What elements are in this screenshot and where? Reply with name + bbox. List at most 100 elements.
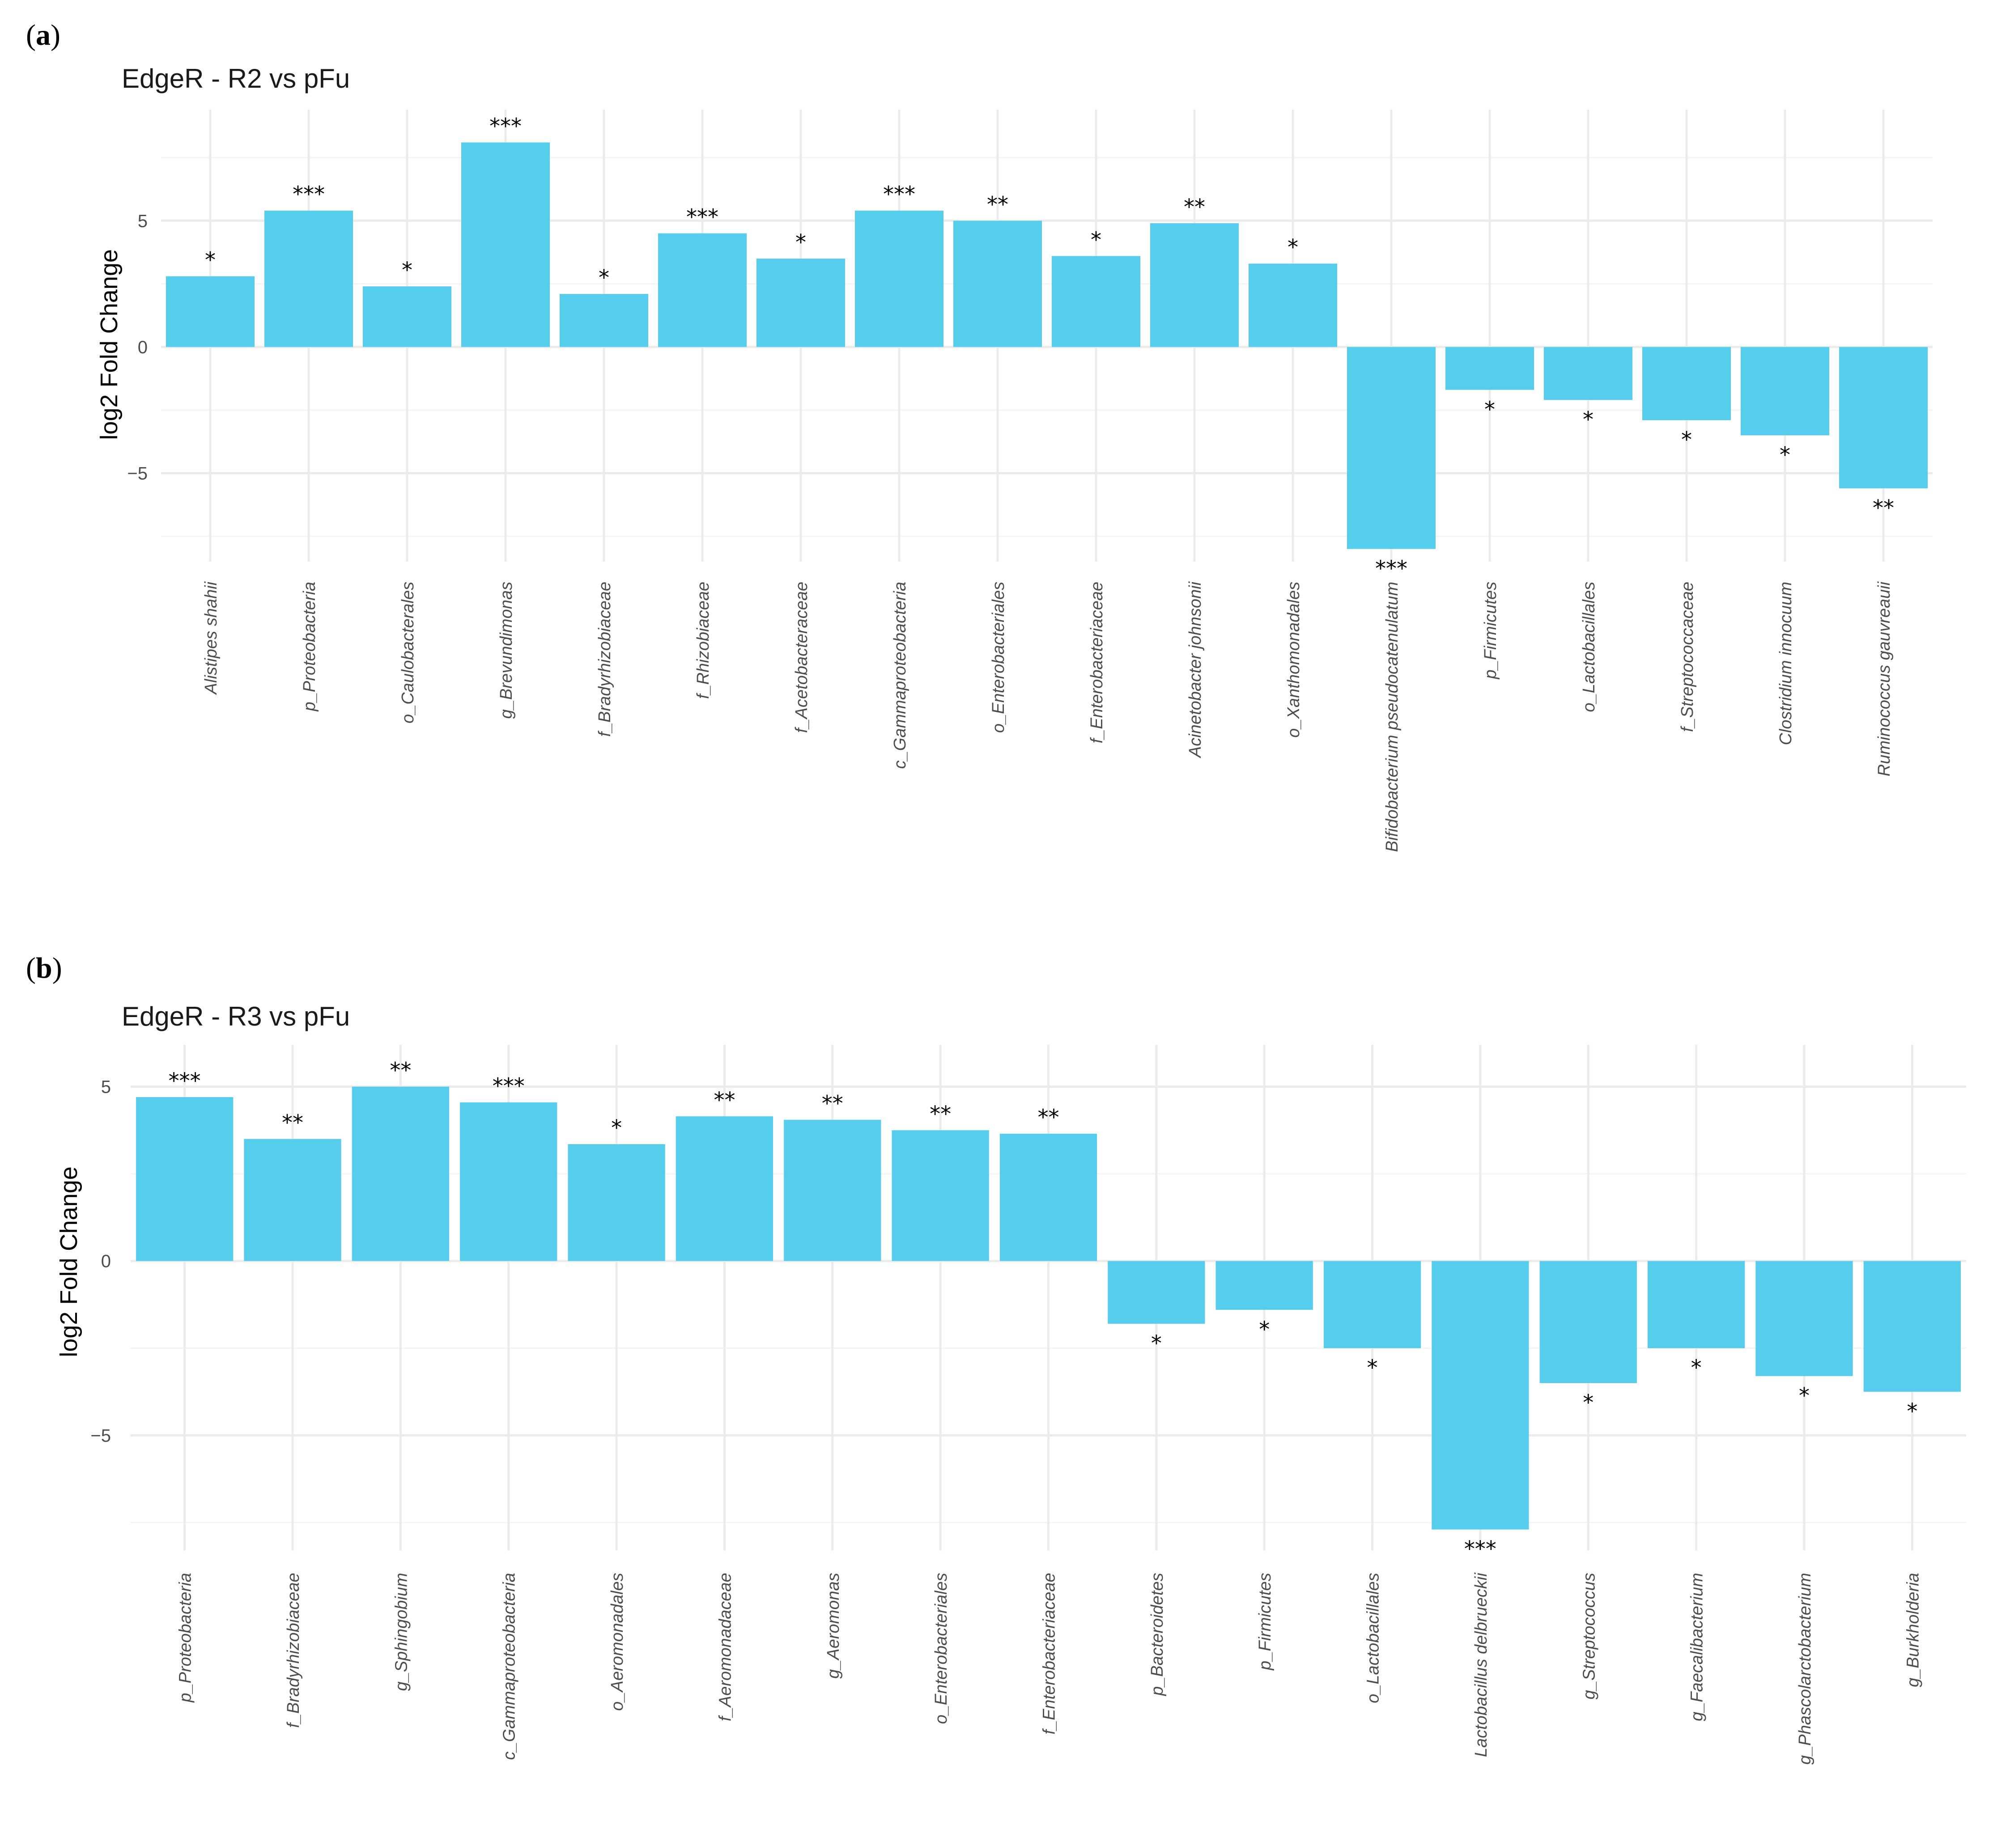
x-tick-label: g_Faecalibacterium	[1688, 1573, 1707, 1721]
x-tick-label: o_Caulobacterales	[399, 582, 417, 724]
significance-label: **	[714, 1088, 735, 1113]
bar	[461, 142, 550, 347]
x-tick-label: g_Aeromonas	[824, 1573, 843, 1679]
x-tick-label: g_Brevundimonas	[497, 582, 516, 719]
bar	[1544, 347, 1632, 400]
x-tick-label: f_Acetobacteraceae	[792, 582, 811, 733]
y-tick-label: 5	[101, 1077, 111, 1097]
bar	[1642, 347, 1731, 421]
x-tick-label: f_Enterobacteriaceae	[1040, 1573, 1059, 1734]
x-tick-label: o_Aeromonadales	[608, 1573, 627, 1711]
x-tick-label: g_Phascolarctobacterium	[1796, 1573, 1815, 1765]
bar	[1839, 347, 1928, 489]
significance-label: *	[1681, 427, 1692, 452]
bar	[1323, 1261, 1421, 1348]
bar	[352, 1086, 449, 1261]
significance-label: **	[1038, 1105, 1059, 1130]
x-tick-label: p_Bacteroidetes	[1148, 1573, 1167, 1696]
panel-a-letter-text: a	[36, 19, 51, 51]
y-tick-label: −5	[90, 1426, 111, 1446]
panel-a: (a) EdgeR - R2 vs pFu log2 Fold Change −…	[26, 19, 1933, 852]
y-tick-label: 0	[138, 337, 148, 357]
significance-label: *	[1583, 1390, 1594, 1415]
significance-label: *	[611, 1116, 622, 1141]
x-tick-label: o_Enterobacteriales	[989, 582, 1008, 733]
bar	[1755, 1261, 1853, 1376]
x-tick-label: p_Firmicutes	[1481, 582, 1500, 680]
significance-label: **	[987, 192, 1008, 217]
x-tick-label: c_Gammaproteobacteria	[500, 1573, 519, 1760]
x-tick-label: c_Gammaproteobacteria	[891, 582, 909, 769]
x-tick-label: Alistipes shahii	[202, 581, 221, 695]
bar	[1863, 1261, 1961, 1392]
x-tick-label: p_Proteobacteria	[300, 582, 319, 711]
significance-label: **	[282, 1110, 303, 1135]
chart-a-x-axis: Alistipes shahii p_Proteobacteria o_Caulob…	[202, 581, 1894, 852]
significance-label: ***	[1464, 1537, 1496, 1562]
bar	[756, 258, 845, 347]
panel-b-letter: (b)	[26, 952, 62, 984]
bar	[1347, 347, 1436, 549]
bar	[892, 1130, 989, 1261]
bar	[1445, 347, 1534, 390]
chart-a-title: EdgeR - R2 vs pFu	[122, 64, 350, 94]
bar	[363, 286, 451, 347]
chart-a-y-axis: −5 0 5	[127, 211, 148, 483]
bar	[264, 210, 353, 347]
significance-label: *	[205, 247, 216, 273]
significance-label: ***	[686, 204, 718, 230]
bar	[1539, 1261, 1637, 1383]
x-tick-label: f_Enterobacteriaceae	[1088, 582, 1106, 743]
bar	[1249, 264, 1337, 347]
significance-label: *	[1367, 1355, 1378, 1380]
bar	[1741, 347, 1829, 435]
x-tick-label: p_Proteobacteria	[176, 1573, 195, 1703]
significance-label: **	[1873, 495, 1894, 520]
significance-label: *	[402, 258, 412, 283]
x-tick-label: Bifidobacterium pseudocatenulatum	[1383, 582, 1402, 852]
y-tick-label: −5	[127, 464, 148, 484]
bar	[658, 233, 747, 347]
significance-label: ***	[169, 1069, 201, 1094]
x-tick-label: Lactobacillus delbrueckii	[1472, 1572, 1491, 1757]
y-tick-label: 0	[101, 1252, 111, 1271]
bar	[953, 221, 1042, 347]
bar	[855, 210, 943, 347]
bar	[136, 1097, 234, 1261]
chart-b-title: EdgeR - R3 vs pFu	[122, 1001, 350, 1031]
x-tick-label: g_Burkholderia	[1904, 1573, 1922, 1687]
significance-label: *	[1151, 1331, 1162, 1356]
x-tick-label: o_Lactobacillales	[1364, 1573, 1383, 1703]
bar	[1432, 1261, 1529, 1530]
x-tick-label: p_Firmicutes	[1256, 1573, 1275, 1671]
x-tick-label: Acinetobacter johnsonii	[1186, 581, 1205, 758]
chart-b-y-axis: −5 0 5	[90, 1077, 111, 1446]
bar	[460, 1102, 557, 1261]
bar	[1052, 256, 1140, 347]
significance-label: *	[1288, 235, 1298, 260]
bar	[1215, 1261, 1313, 1310]
significance-label: *	[1691, 1355, 1702, 1380]
significance-label: ***	[1375, 556, 1407, 581]
chart-b-ylabel: log2 Fold Change	[55, 1167, 82, 1357]
significance-label: **	[930, 1102, 951, 1127]
significance-label: *	[599, 265, 609, 290]
bar	[166, 276, 255, 347]
significance-label: *	[1484, 397, 1495, 422]
chart-b-bars	[136, 1086, 1961, 1530]
chart-b-significance-labels: ************* ** ** ************	[169, 1058, 1918, 1562]
significance-label: *	[1907, 1399, 1917, 1424]
significance-label: *	[1780, 443, 1790, 468]
significance-label: ***	[493, 1074, 525, 1099]
x-tick-label: o_Enterobacteriales	[932, 1573, 951, 1724]
significance-label: ***	[489, 114, 522, 139]
x-tick-label: Clostridium innocuum	[1776, 582, 1795, 745]
x-tick-label: f_Bradyrhizobiaceae	[595, 582, 614, 737]
panel-b-letter-text: b	[36, 952, 52, 984]
bar	[560, 294, 648, 347]
x-tick-label: f_Streptococcaceae	[1678, 582, 1697, 732]
significance-label: *	[1259, 1317, 1270, 1342]
bar	[1108, 1261, 1205, 1324]
significance-label: ***	[293, 182, 325, 207]
bar	[568, 1144, 665, 1261]
